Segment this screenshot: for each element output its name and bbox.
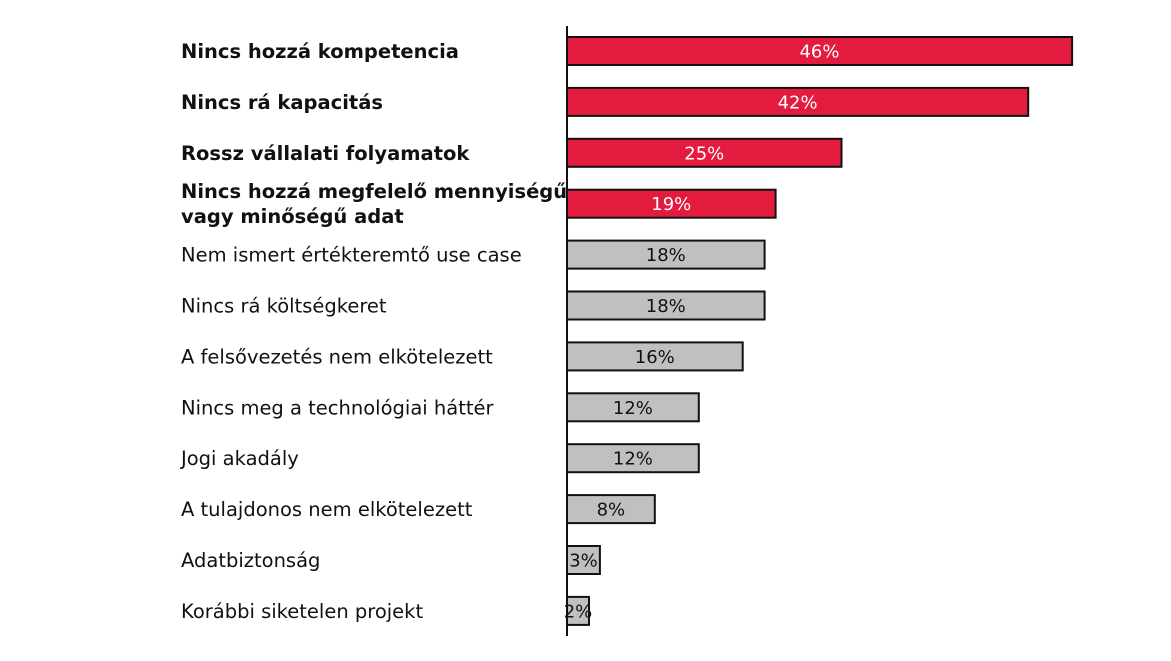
bar-value-label-4: 19%	[651, 194, 691, 215]
bar-value-label-8: 12%	[613, 398, 653, 419]
bar-4	[566, 188, 777, 219]
category-labels-group: Nincs hozzá kompetencia Nincs rá kapacitá…	[179, 40, 567, 623]
category-label-1: Nincs hozzá kompetencia	[181, 40, 459, 63]
bar-2	[566, 86, 1030, 117]
category-label-4-line-2: vagy minőségű adat	[181, 205, 404, 228]
category-label-3: Rossz vállalati folyamatok	[181, 142, 470, 165]
category-label-5: Nem ismert értékteremtő use case	[181, 244, 522, 267]
bar-value-label-9: 12%	[613, 449, 653, 470]
category-label-6: Nincs rá költségkeret	[181, 295, 387, 318]
bar-value-label-6: 18%	[646, 296, 686, 317]
category-label-12: Korábbi siketelen projekt	[181, 600, 423, 623]
bar-value-label-2: 42%	[778, 92, 818, 113]
category-label-2: Nincs rá kapacitás	[181, 91, 383, 114]
bar-value-label-12: 2%	[564, 601, 593, 622]
bar-5	[566, 239, 766, 270]
bar-value-label-5: 18%	[646, 245, 686, 266]
bar-11	[566, 545, 601, 575]
bar-value-label-11: 3%	[569, 551, 598, 572]
bar-3	[566, 137, 843, 168]
category-label-4-line-1: Nincs hozzá megfelelő mennyiségű	[181, 180, 567, 203]
bar-value-label-1: 46%	[799, 42, 839, 63]
bar-value-label-3: 25%	[684, 143, 724, 164]
bar-value-label-10: 8%	[597, 500, 626, 521]
bar-value-label-7: 16%	[635, 347, 675, 368]
bar-7	[566, 341, 744, 372]
category-label-10: A tulajdonos nem elkötelezett	[181, 498, 473, 521]
bars-group: 46% 42% 25% 19% 18% 18% 16% 12% 12% 8% 3% 2%	[564, 36, 1074, 626]
category-label-9: Jogi akadály	[179, 447, 299, 470]
category-label-8: Nincs meg a technológiai háttér	[181, 396, 494, 419]
category-label-11: Adatbiztonság	[181, 549, 320, 572]
category-label-7: A felsővezetés nem elkötelezett	[181, 345, 493, 368]
